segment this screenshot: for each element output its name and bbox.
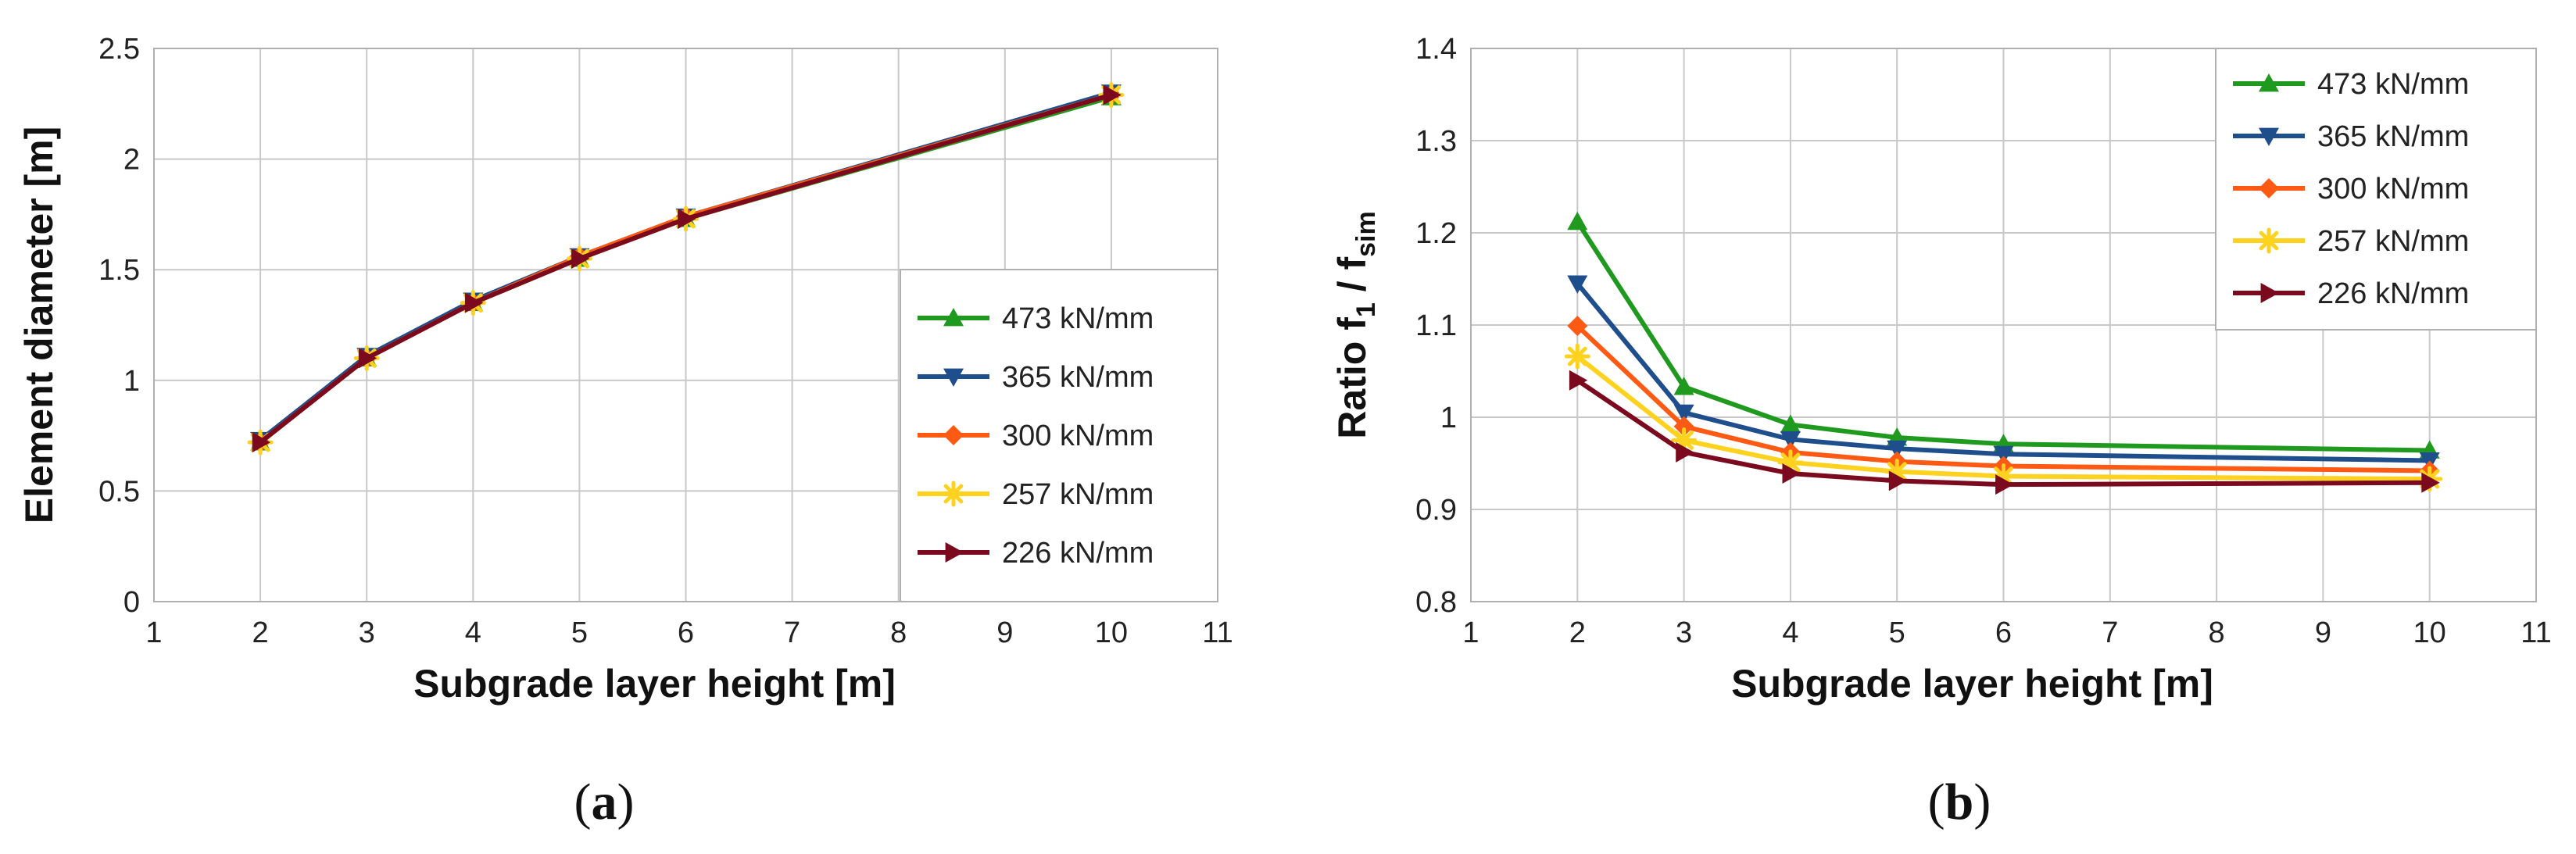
x-tick-label: 7 xyxy=(2102,616,2118,649)
data-point xyxy=(464,292,484,313)
data-point xyxy=(678,209,696,230)
x-tick-label: 7 xyxy=(784,616,800,649)
legend-label: 365 kN/mm xyxy=(2317,120,2469,153)
data-point xyxy=(1676,441,1694,463)
data-point xyxy=(1567,211,1588,230)
x-axis-label: Subgrade layer height [m] xyxy=(1731,662,2213,706)
legend-marker xyxy=(2256,227,2282,254)
chart-b: 1 2 3 4 5 6 7 8 9 10 11 0.8 0.9 1 1.1 1.2 1.3 1.4 Subgrade… xyxy=(1330,33,2552,706)
legend: 473 kN/mm 365 kN/mm 300 kN/mm 257 kN/mm 226 … xyxy=(2215,48,2537,331)
x-tick-label: 1 xyxy=(145,616,162,649)
x-tick-label: 6 xyxy=(678,616,694,649)
data-point xyxy=(1888,470,1908,491)
x-tick-label: 4 xyxy=(1782,616,1798,649)
data-point xyxy=(1887,440,1908,459)
x-tick-label: 11 xyxy=(2521,616,2551,649)
panel-caption-b: (b) xyxy=(1928,774,1991,831)
legend-label: 257 kN/mm xyxy=(2317,225,2469,258)
data-point xyxy=(1567,275,1588,294)
x-tick-label: 8 xyxy=(2209,616,2225,649)
x-tick-label: 9 xyxy=(996,616,1013,649)
series-line xyxy=(1576,354,2430,482)
data-point xyxy=(1780,414,1801,433)
legend: 473 kN/mm 365 kN/mm 300 kN/mm 257 kN/mm 226 … xyxy=(900,269,1218,602)
y-axis-label: Ratio f1 / fsim xyxy=(1330,211,1381,438)
y-tick-label: 2 xyxy=(123,144,140,177)
legend-label: 300 kN/mm xyxy=(2317,173,2469,205)
data-point xyxy=(1564,343,1590,370)
data-point xyxy=(358,348,377,369)
data-point xyxy=(1993,445,2014,465)
x-tick-label: 1 xyxy=(1462,616,1479,649)
x-tick-label: 9 xyxy=(2315,616,2331,649)
legend-marker xyxy=(943,425,964,445)
x-tick-label: 10 xyxy=(1095,616,1128,649)
y-tick-label: 2.5 xyxy=(98,33,140,66)
data-point xyxy=(252,432,271,453)
legend-marker xyxy=(2259,178,2279,198)
data-point xyxy=(1569,370,1588,391)
data-point xyxy=(1673,416,1694,437)
x-tick-label: 6 xyxy=(1995,616,2012,649)
y-tick-label: 0.8 xyxy=(1415,586,1457,619)
y-tick-label: 1.5 xyxy=(98,254,140,287)
data-point xyxy=(1103,84,1122,105)
x-tick-label: 11 xyxy=(1202,616,1233,649)
panel-caption-a: (a) xyxy=(574,774,635,831)
legend-label: 300 kN/mm xyxy=(1002,420,1154,452)
legend-marker xyxy=(940,481,967,507)
y-tick-label: 1 xyxy=(123,365,140,398)
y-axis-label: Element diameter [m] xyxy=(17,127,61,523)
data-point xyxy=(2421,472,2440,493)
legend-marker xyxy=(2259,127,2279,146)
series-226-kn-mm xyxy=(252,84,1122,453)
series-line xyxy=(1576,378,2430,488)
data-point xyxy=(1671,427,1698,453)
chart-a: 1 2 3 4 5 6 7 8 9 10 11 0 0.5 1 1.5 2 2.5 Subgrade layer … xyxy=(17,33,1233,706)
data-point xyxy=(1782,463,1801,484)
data-point xyxy=(1995,474,2014,495)
data-point xyxy=(1780,431,1801,450)
data-point xyxy=(1673,377,1694,395)
y-tick-label: 1.3 xyxy=(1415,125,1457,158)
x-axis-label: Subgrade layer height [m] xyxy=(413,662,896,706)
legend-label: 473 kN/mm xyxy=(1002,302,1154,335)
x-tick-label: 2 xyxy=(252,616,269,649)
x-tick-label: 3 xyxy=(359,616,375,649)
y-tick-label: 0 xyxy=(123,586,140,619)
series-line xyxy=(259,92,1112,445)
series-line xyxy=(1575,281,2430,463)
legend-marker xyxy=(945,542,964,563)
series-line xyxy=(1575,220,2430,453)
x-tick-label: 10 xyxy=(2413,616,2446,649)
legend-label: 226 kN/mm xyxy=(2317,277,2469,310)
data-point xyxy=(1567,316,1588,337)
y-tick-label: 1 xyxy=(1440,402,1457,434)
data-point xyxy=(571,248,590,270)
x-tick-label: 5 xyxy=(1889,616,1905,649)
y-tick-label: 0.9 xyxy=(1415,494,1457,527)
data-point xyxy=(1673,404,1694,423)
legend-label: 226 kN/mm xyxy=(1002,537,1154,570)
y-tick-label: 1.4 xyxy=(1415,33,1457,66)
legend-marker xyxy=(2259,73,2279,92)
y-tick-label: 1.2 xyxy=(1415,217,1457,250)
x-tick-label: 8 xyxy=(890,616,907,649)
x-tick-label: 5 xyxy=(571,616,588,649)
legend-label: 257 kN/mm xyxy=(1002,478,1154,511)
y-tick-label: 0.5 xyxy=(98,475,140,508)
legend-marker xyxy=(2260,283,2279,303)
series-line xyxy=(1576,323,2430,473)
legend-label: 365 kN/mm xyxy=(1002,361,1154,394)
legend-marker xyxy=(943,368,964,387)
series-226-kn-mm xyxy=(1569,370,2440,495)
x-tick-label: 4 xyxy=(465,616,481,649)
x-tick-label: 3 xyxy=(1676,616,1692,649)
legend-label: 473 kN/mm xyxy=(2317,68,2469,101)
y-tick-label: 1.1 xyxy=(1415,309,1457,342)
legend-marker xyxy=(943,308,964,327)
x-tick-label: 2 xyxy=(1569,616,1586,649)
